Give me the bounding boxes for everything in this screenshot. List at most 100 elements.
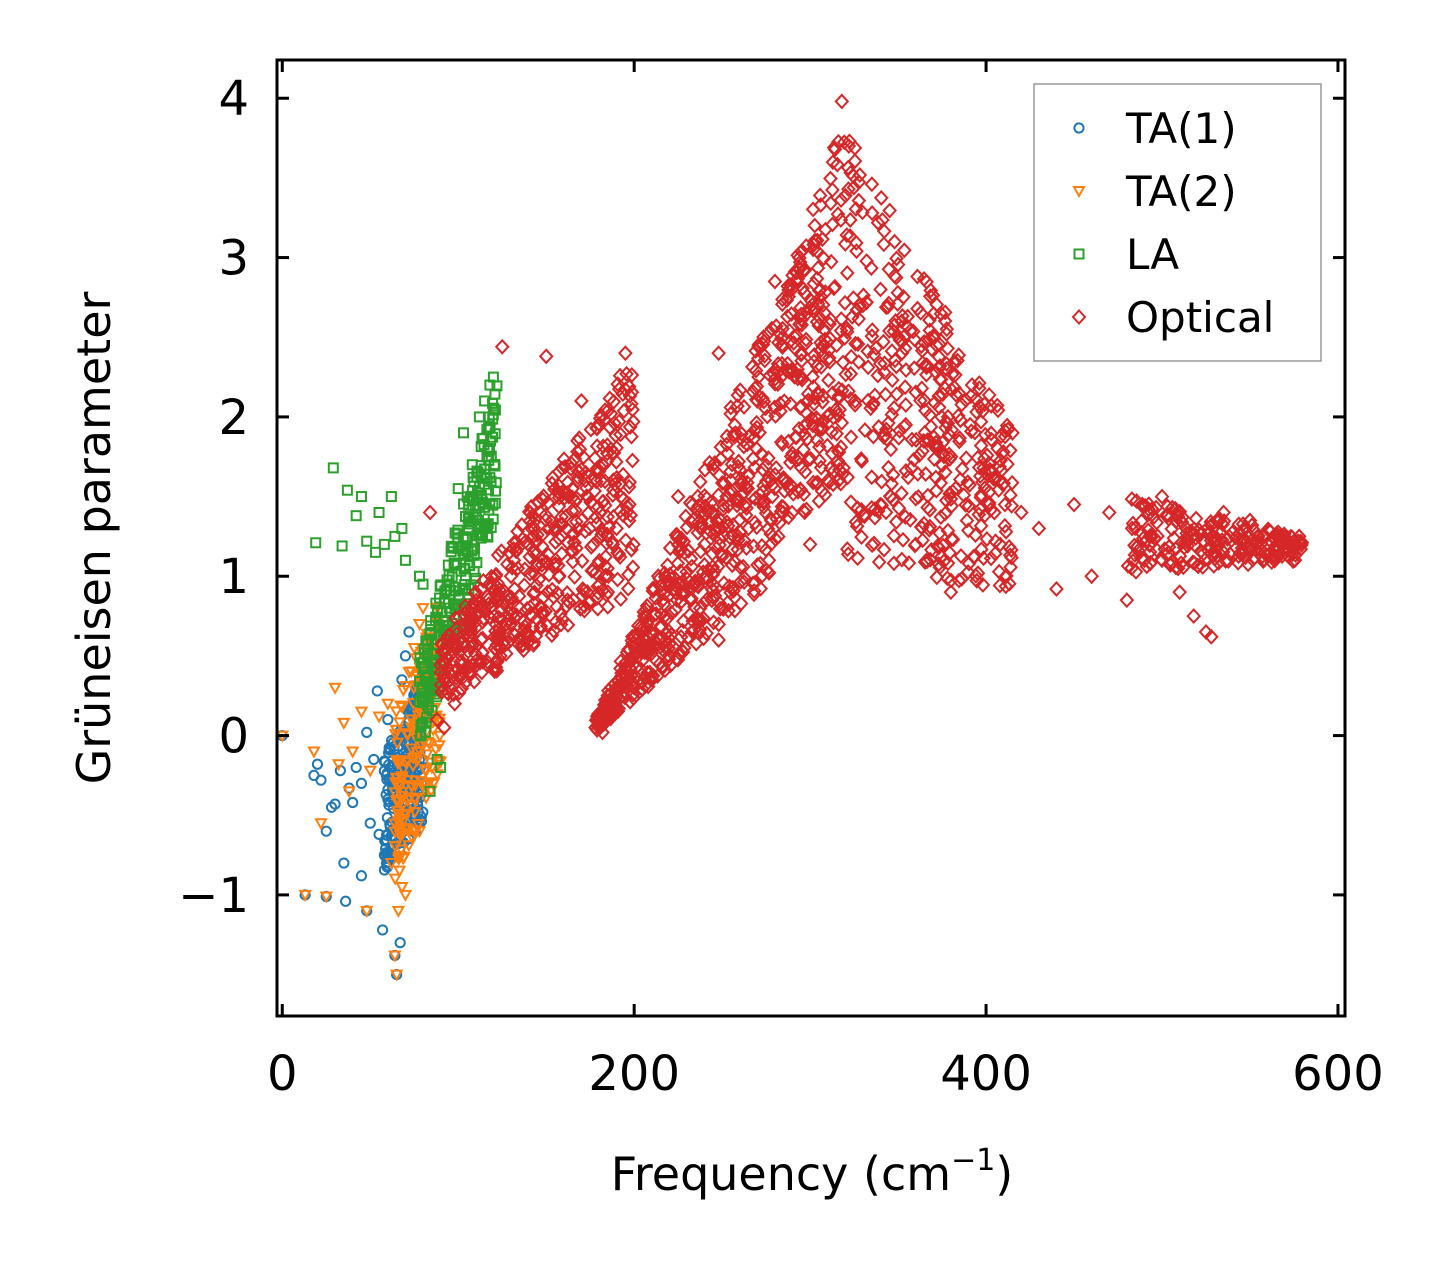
data-point xyxy=(794,311,809,328)
data-point xyxy=(442,671,457,688)
data-point xyxy=(433,730,447,743)
data-point xyxy=(831,380,847,397)
data-point xyxy=(1206,557,1222,574)
data-point xyxy=(706,614,722,631)
data-point xyxy=(674,642,690,659)
data-point xyxy=(843,365,859,382)
data-point xyxy=(768,531,783,548)
data-point xyxy=(1160,507,1176,524)
data-point xyxy=(310,537,322,549)
data-point xyxy=(763,535,779,552)
data-point xyxy=(705,588,721,605)
data-point xyxy=(971,398,987,415)
data-point xyxy=(645,580,661,597)
y-axis-title: Grüneisen parameter xyxy=(67,291,121,784)
data-point xyxy=(711,345,726,362)
data-point xyxy=(1205,530,1221,547)
data-point xyxy=(460,570,472,582)
data-point xyxy=(882,202,898,219)
data-point xyxy=(792,316,807,333)
data-point xyxy=(885,466,901,483)
data-point xyxy=(756,494,772,511)
data-point xyxy=(775,366,791,383)
data-point xyxy=(389,706,404,719)
data-point xyxy=(625,559,641,576)
data-point xyxy=(677,544,692,561)
y-tick-label: 4 xyxy=(218,71,249,127)
data-point xyxy=(566,526,582,543)
data-point xyxy=(933,475,949,491)
data-point xyxy=(988,468,1004,485)
data-point xyxy=(653,606,669,623)
axis-ticks: 0 200 400 600 −1 0 1 2 3 4 xyxy=(178,60,1384,1102)
data-point xyxy=(873,281,888,298)
data-point xyxy=(904,460,919,477)
data-point xyxy=(694,515,709,532)
data-point xyxy=(389,772,403,785)
data-point xyxy=(473,411,485,423)
data-point xyxy=(794,316,810,333)
data-point xyxy=(916,270,932,287)
data-point xyxy=(588,719,603,736)
data-point xyxy=(922,312,937,329)
data-point xyxy=(908,536,924,553)
data-point xyxy=(925,329,941,346)
data-point xyxy=(703,523,718,540)
data-point xyxy=(776,469,791,486)
data-point xyxy=(854,501,869,518)
data-point xyxy=(812,187,828,204)
data-point xyxy=(948,386,964,403)
data-point xyxy=(768,459,784,476)
data-point xyxy=(1031,520,1047,537)
data-point xyxy=(883,441,899,458)
data-point xyxy=(749,519,765,536)
data-point xyxy=(798,331,814,348)
data-point xyxy=(895,531,911,548)
data-point xyxy=(613,591,629,608)
data-point xyxy=(763,472,779,489)
series-optical xyxy=(422,93,1310,741)
data-point xyxy=(622,418,638,435)
data-point xyxy=(811,492,827,509)
data-point xyxy=(622,388,638,404)
data-point xyxy=(755,336,771,353)
data-point xyxy=(463,639,479,656)
data-point xyxy=(723,405,739,422)
data-point xyxy=(462,664,477,681)
data-point xyxy=(588,508,604,525)
data-point xyxy=(398,889,413,902)
data-point xyxy=(873,189,889,206)
data-point xyxy=(764,320,780,337)
data-point xyxy=(805,201,821,218)
data-point xyxy=(417,779,431,792)
data-point xyxy=(974,541,989,558)
data-point xyxy=(904,431,920,448)
data-point xyxy=(891,429,907,446)
data-point xyxy=(794,369,809,386)
data-point xyxy=(924,341,940,358)
data-point xyxy=(421,643,433,655)
data-point xyxy=(1120,557,1136,574)
data-point xyxy=(611,381,627,398)
data-point xyxy=(394,700,408,713)
data-point xyxy=(920,499,935,516)
data-point xyxy=(555,483,570,500)
data-point xyxy=(361,535,373,547)
data-point xyxy=(485,475,497,487)
data-point xyxy=(657,662,673,679)
data-point xyxy=(566,591,581,608)
data-point xyxy=(925,287,941,304)
data-point xyxy=(808,475,824,491)
data-point xyxy=(954,461,970,477)
data-point xyxy=(611,546,627,562)
data-point xyxy=(490,547,506,564)
data-point xyxy=(838,366,854,383)
data-point xyxy=(874,497,889,514)
data-point xyxy=(773,503,789,520)
data-point xyxy=(971,380,987,397)
data-point xyxy=(442,627,458,644)
data-point xyxy=(887,233,902,250)
data-point xyxy=(870,367,886,384)
data-point xyxy=(807,232,823,249)
data-point xyxy=(895,308,910,325)
